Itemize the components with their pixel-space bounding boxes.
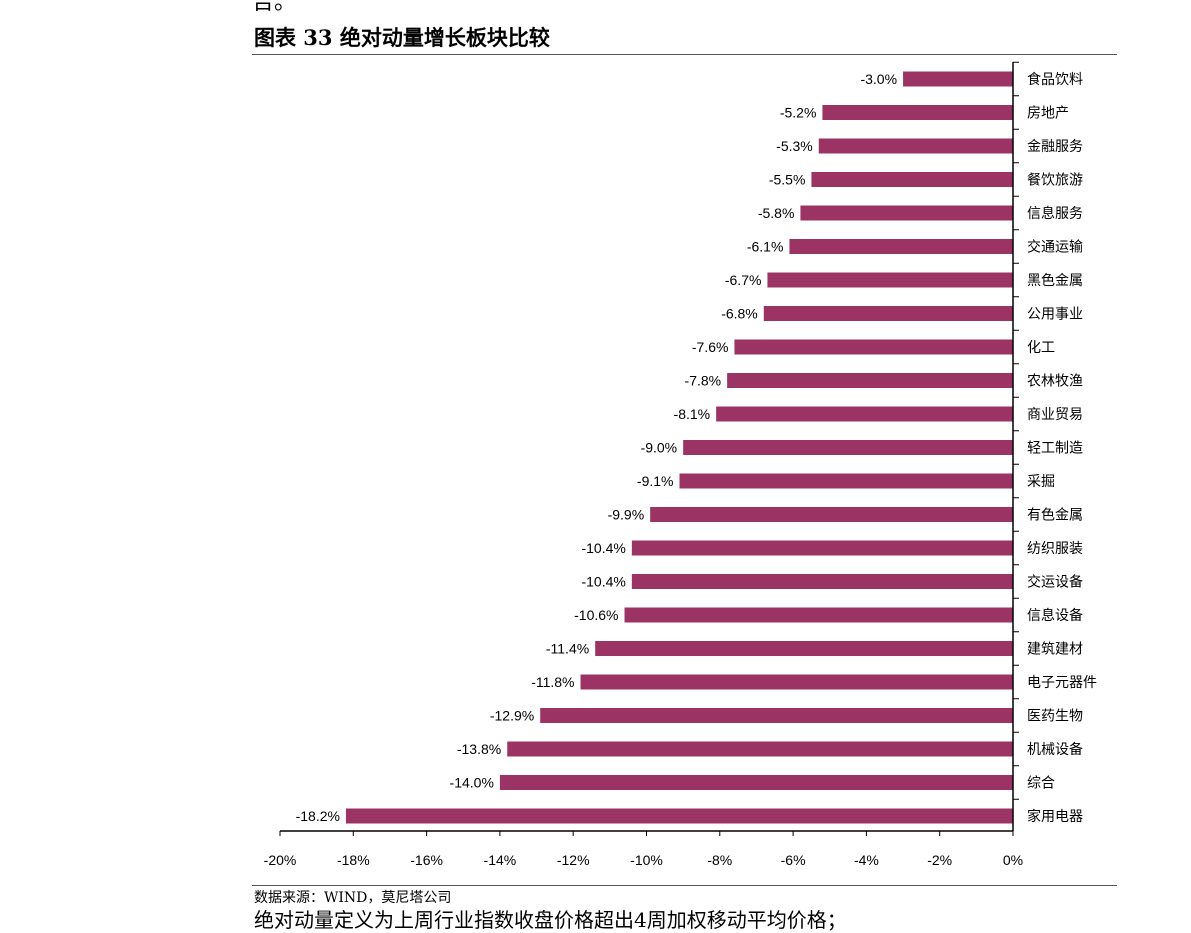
category-label: 黑色金属 <box>1027 272 1083 289</box>
data-label: -5.8% <box>758 205 795 221</box>
bar <box>499 775 1013 790</box>
category-label: 金融服务 <box>1027 139 1083 155</box>
category-label: 电子元器件 <box>1027 675 1097 691</box>
data-label: -18.2% <box>296 808 340 824</box>
title-rule <box>252 54 1117 55</box>
data-label: -5.2% <box>780 105 817 121</box>
category-label: 采掘 <box>1027 474 1055 490</box>
data-label: -6.7% <box>725 272 762 288</box>
category-label: 信息服务 <box>1027 205 1083 222</box>
category-label: 建筑建材 <box>1027 642 1083 658</box>
bar <box>716 406 1013 422</box>
data-label: -5.5% <box>769 172 806 188</box>
category-label: 农林牧渔 <box>1027 374 1083 390</box>
x-tick-label: 0% <box>1003 852 1023 868</box>
data-label: -11.8% <box>531 674 574 690</box>
source-note: 数据来源：WIND，莫尼塔公司 <box>254 890 452 906</box>
x-tick-label: -18% <box>337 852 370 868</box>
category-label: 食品饮料 <box>1027 71 1083 88</box>
bar <box>822 105 1013 120</box>
category-label: 医药生物 <box>1027 709 1083 725</box>
category-label: 信息设备 <box>1027 607 1083 624</box>
bar <box>507 741 1013 757</box>
x-tick-label: -6% <box>781 852 806 868</box>
category-label: 轻工制造 <box>1027 441 1083 457</box>
data-labels-group: -3.0% -5.2% -5.3% -5.5% -5.8% -6.1% -6.7% -6.8%… <box>296 71 897 824</box>
bar <box>903 71 1013 87</box>
data-label: -12.9% <box>490 708 534 724</box>
bar <box>763 306 1013 321</box>
bar <box>800 205 1013 221</box>
bars-group <box>345 71 1014 824</box>
category-label: 商业贸易 <box>1027 407 1083 423</box>
bar <box>767 272 1013 288</box>
next-paragraph-fragment: 绝对动量定义为上周行业指数收盘价格超出4周加权移动平均价格； <box>254 908 847 932</box>
x-tick-label: -4% <box>854 852 879 868</box>
x-tick-label: -20% <box>264 852 297 868</box>
bar <box>818 138 1013 154</box>
bar <box>811 172 1013 187</box>
data-label: -7.8% <box>685 373 722 389</box>
x-tick-label: -8% <box>707 852 732 868</box>
data-label: -6.1% <box>747 239 784 255</box>
category-label: 化工 <box>1027 340 1055 356</box>
source-rule <box>252 885 1117 886</box>
bar <box>727 373 1013 388</box>
bar <box>580 674 1013 690</box>
data-label: -11.4% <box>546 641 589 657</box>
category-label: 房地产 <box>1027 106 1069 122</box>
category-label: 交运设备 <box>1027 574 1083 591</box>
bar <box>789 239 1013 254</box>
x-tick-label: -10% <box>630 852 663 868</box>
x-tick-label: -2% <box>927 852 952 868</box>
category-labels-group: 食品饮料房地产金融服务餐饮旅游信息服务交通运输黑色金属公用事业化工农林牧渔商业贸… <box>1027 71 1097 825</box>
category-label: 公用事业 <box>1027 307 1083 323</box>
data-label: -6.8% <box>721 306 758 322</box>
category-label: 机械设备 <box>1027 741 1083 758</box>
x-tick-label: -16% <box>410 852 443 868</box>
figure-title: 图表 33 绝对动量增长板块比较 <box>254 25 550 50</box>
data-label: -13.8% <box>457 741 501 757</box>
bar <box>631 540 1013 556</box>
bar <box>540 708 1013 723</box>
data-label: -10.6% <box>574 607 618 623</box>
bar <box>734 339 1013 355</box>
data-label: -10.4% <box>581 574 625 590</box>
x-ticks-group: -20% -18% -16% -14% -12% -10% -8% -6% -4% -2% 0% <box>264 831 1023 868</box>
x-tick-label: -14% <box>484 852 517 868</box>
data-label: -9.0% <box>641 440 678 456</box>
data-label: -3.0% <box>860 71 897 87</box>
data-label: -10.4% <box>581 540 625 556</box>
category-label: 综合 <box>1027 776 1055 792</box>
category-label: 交通运输 <box>1027 239 1083 256</box>
bar <box>631 574 1013 589</box>
data-label: -9.9% <box>608 507 645 523</box>
bar <box>683 440 1013 455</box>
bar <box>624 607 1013 623</box>
bar <box>650 507 1013 522</box>
data-label: -14.0% <box>450 775 494 791</box>
data-label: -7.6% <box>692 339 729 355</box>
data-label: -9.1% <box>637 473 674 489</box>
bar <box>679 473 1013 489</box>
x-tick-label: -12% <box>557 852 590 868</box>
category-label: 纺织服装 <box>1027 541 1083 557</box>
previous-paragraph-fragment: 告。 <box>252 0 297 15</box>
category-label: 餐饮旅游 <box>1027 173 1083 189</box>
bar <box>595 641 1013 656</box>
category-label: 家用电器 <box>1027 808 1083 825</box>
data-label: -8.1% <box>674 406 711 422</box>
category-label: 有色金属 <box>1027 507 1083 524</box>
data-label: -5.3% <box>776 138 813 154</box>
bar <box>345 808 1014 824</box>
